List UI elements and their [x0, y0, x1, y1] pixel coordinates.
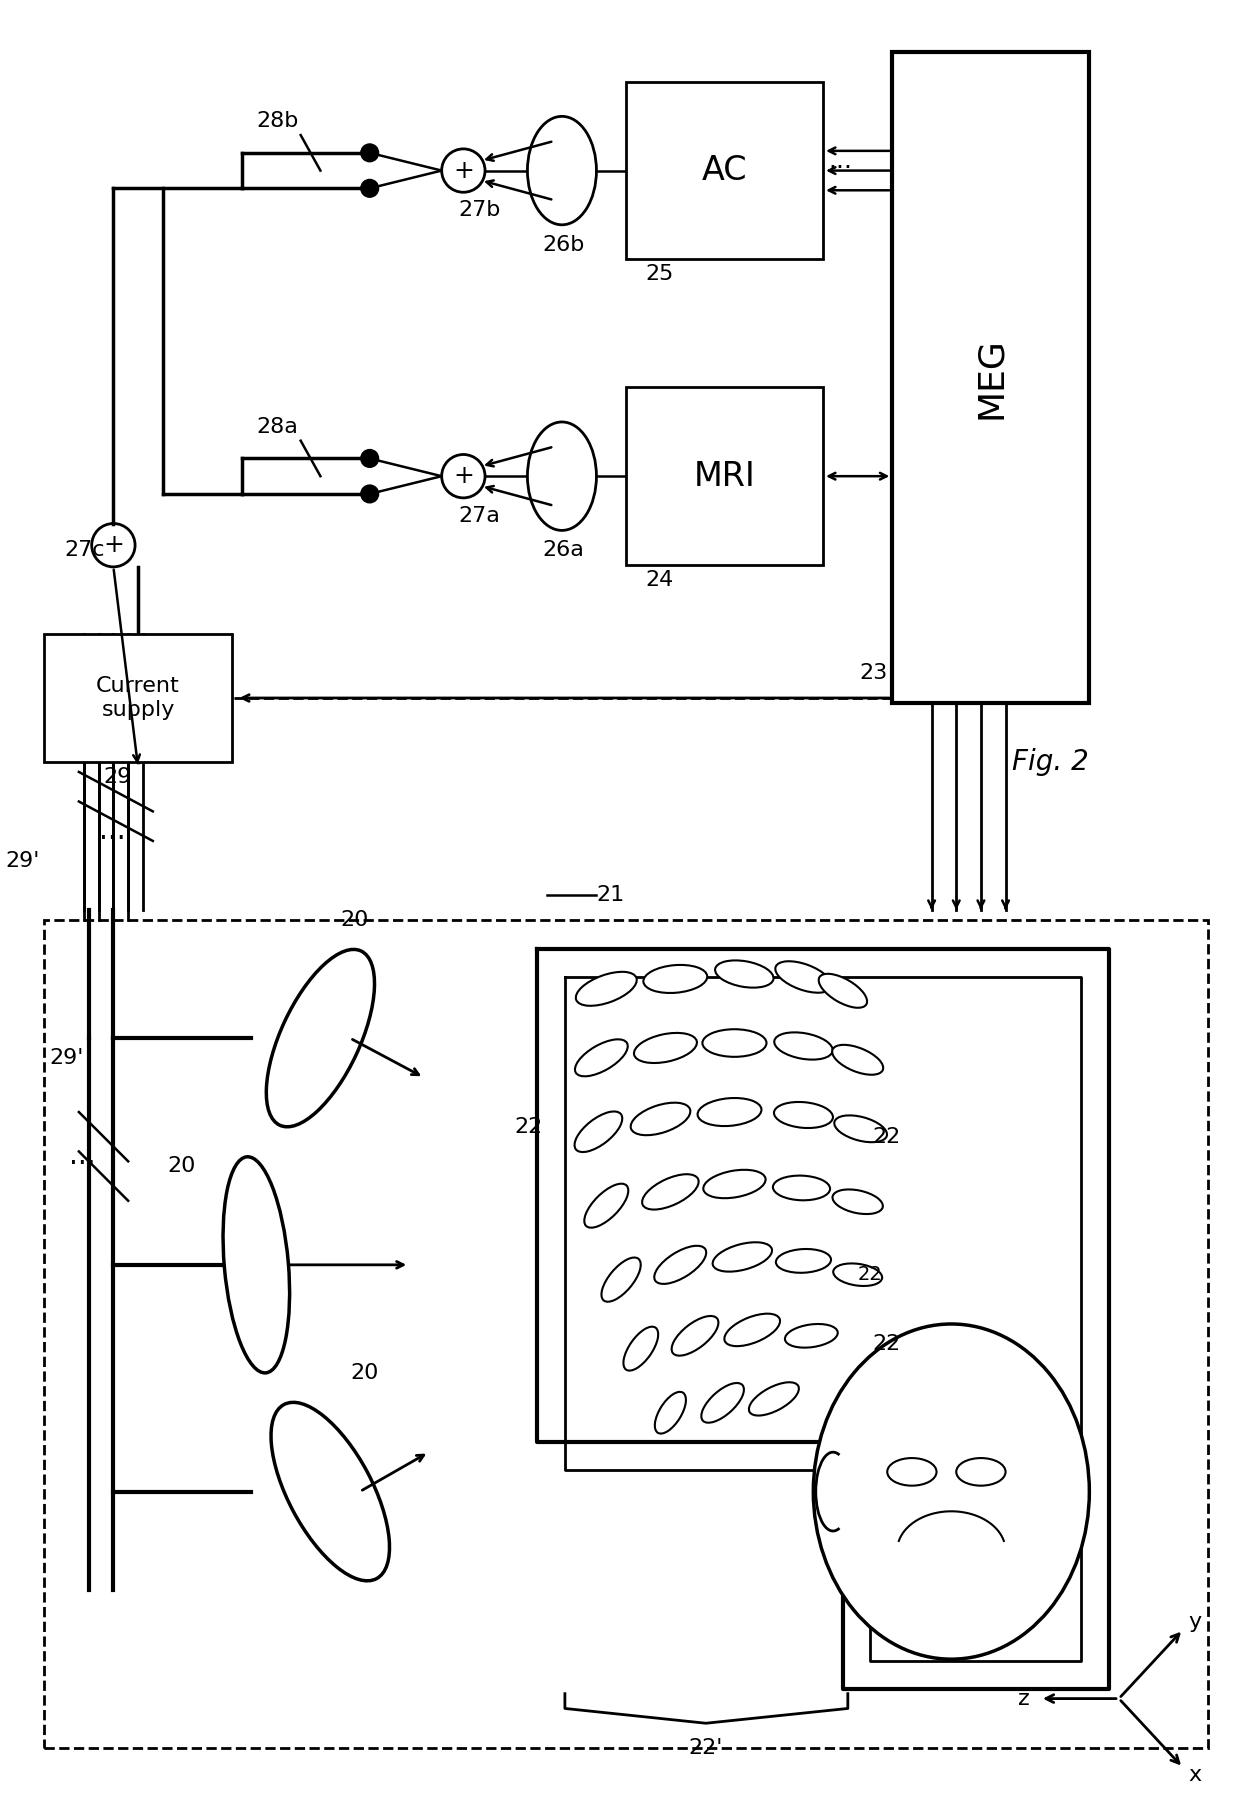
Text: 22: 22 — [873, 1127, 900, 1147]
Text: 29': 29' — [5, 850, 40, 870]
Text: 20: 20 — [340, 910, 368, 930]
Bar — [893, 53, 1090, 703]
Ellipse shape — [818, 973, 867, 1007]
Ellipse shape — [833, 1263, 882, 1287]
Text: 28a: 28a — [257, 417, 298, 437]
Text: Fig. 2: Fig. 2 — [1012, 748, 1089, 776]
Ellipse shape — [832, 1046, 883, 1075]
Ellipse shape — [698, 1098, 761, 1125]
Ellipse shape — [631, 1104, 691, 1134]
Text: 22: 22 — [858, 1265, 883, 1285]
Text: 20: 20 — [167, 1156, 196, 1176]
Circle shape — [361, 179, 378, 198]
Ellipse shape — [655, 1392, 686, 1433]
Text: 22: 22 — [513, 1116, 542, 1136]
Text: 20: 20 — [350, 1363, 378, 1383]
Ellipse shape — [702, 1383, 744, 1422]
Ellipse shape — [702, 1029, 766, 1056]
Circle shape — [361, 486, 378, 502]
Text: 27b: 27b — [459, 199, 501, 219]
Ellipse shape — [774, 1102, 833, 1129]
Text: 26a: 26a — [542, 540, 584, 560]
Text: AC: AC — [702, 154, 748, 187]
Ellipse shape — [584, 1183, 629, 1229]
Text: z: z — [1018, 1689, 1030, 1709]
Ellipse shape — [776, 1248, 831, 1272]
Text: MRI: MRI — [693, 460, 755, 493]
Text: Current
supply: Current supply — [97, 676, 180, 719]
Bar — [626, 388, 823, 565]
Text: y: y — [1188, 1611, 1202, 1633]
Ellipse shape — [749, 1383, 799, 1415]
Bar — [45, 634, 232, 763]
Circle shape — [361, 449, 378, 467]
Ellipse shape — [223, 1156, 290, 1373]
Ellipse shape — [272, 1402, 389, 1580]
Ellipse shape — [624, 1326, 658, 1370]
Text: ...: ... — [828, 149, 852, 172]
Ellipse shape — [527, 422, 596, 531]
Ellipse shape — [956, 1459, 1006, 1486]
Ellipse shape — [575, 971, 637, 1006]
Text: 29': 29' — [50, 1047, 83, 1067]
Text: 25: 25 — [646, 265, 675, 284]
Text: 27c: 27c — [64, 540, 104, 560]
Text: 28b: 28b — [257, 111, 299, 130]
Text: ...: ... — [99, 817, 125, 844]
Ellipse shape — [575, 1040, 627, 1076]
Ellipse shape — [713, 1243, 773, 1272]
Circle shape — [361, 143, 378, 161]
Text: x: x — [1188, 1765, 1202, 1785]
Ellipse shape — [672, 1316, 718, 1355]
Text: 22: 22 — [873, 1334, 900, 1354]
Ellipse shape — [888, 1459, 936, 1486]
Ellipse shape — [527, 116, 596, 225]
Text: MEG: MEG — [973, 337, 1008, 419]
Text: 22': 22' — [688, 1738, 723, 1758]
Text: +: + — [453, 464, 474, 487]
Ellipse shape — [835, 1116, 887, 1142]
Text: +: + — [103, 533, 124, 556]
Ellipse shape — [267, 949, 374, 1127]
Ellipse shape — [832, 1189, 883, 1214]
Ellipse shape — [813, 1325, 1090, 1660]
Ellipse shape — [724, 1314, 780, 1346]
Text: 23: 23 — [859, 663, 888, 683]
Text: 24: 24 — [646, 569, 675, 589]
Ellipse shape — [642, 1174, 698, 1210]
Ellipse shape — [634, 1033, 697, 1064]
Bar — [45, 920, 1208, 1749]
Ellipse shape — [773, 1176, 830, 1200]
Ellipse shape — [644, 966, 707, 993]
Text: 29: 29 — [103, 766, 131, 786]
Ellipse shape — [655, 1247, 707, 1285]
Ellipse shape — [574, 1111, 622, 1152]
Ellipse shape — [715, 960, 774, 988]
Bar — [626, 82, 823, 259]
Ellipse shape — [785, 1325, 838, 1348]
Text: +: + — [453, 159, 474, 183]
Text: ...: ... — [69, 1142, 95, 1171]
Ellipse shape — [601, 1258, 641, 1301]
Text: 27a: 27a — [459, 506, 500, 525]
Text: 21: 21 — [596, 884, 625, 906]
Text: 26b: 26b — [542, 234, 584, 254]
Ellipse shape — [775, 960, 832, 993]
Ellipse shape — [703, 1171, 765, 1198]
Ellipse shape — [774, 1033, 833, 1060]
